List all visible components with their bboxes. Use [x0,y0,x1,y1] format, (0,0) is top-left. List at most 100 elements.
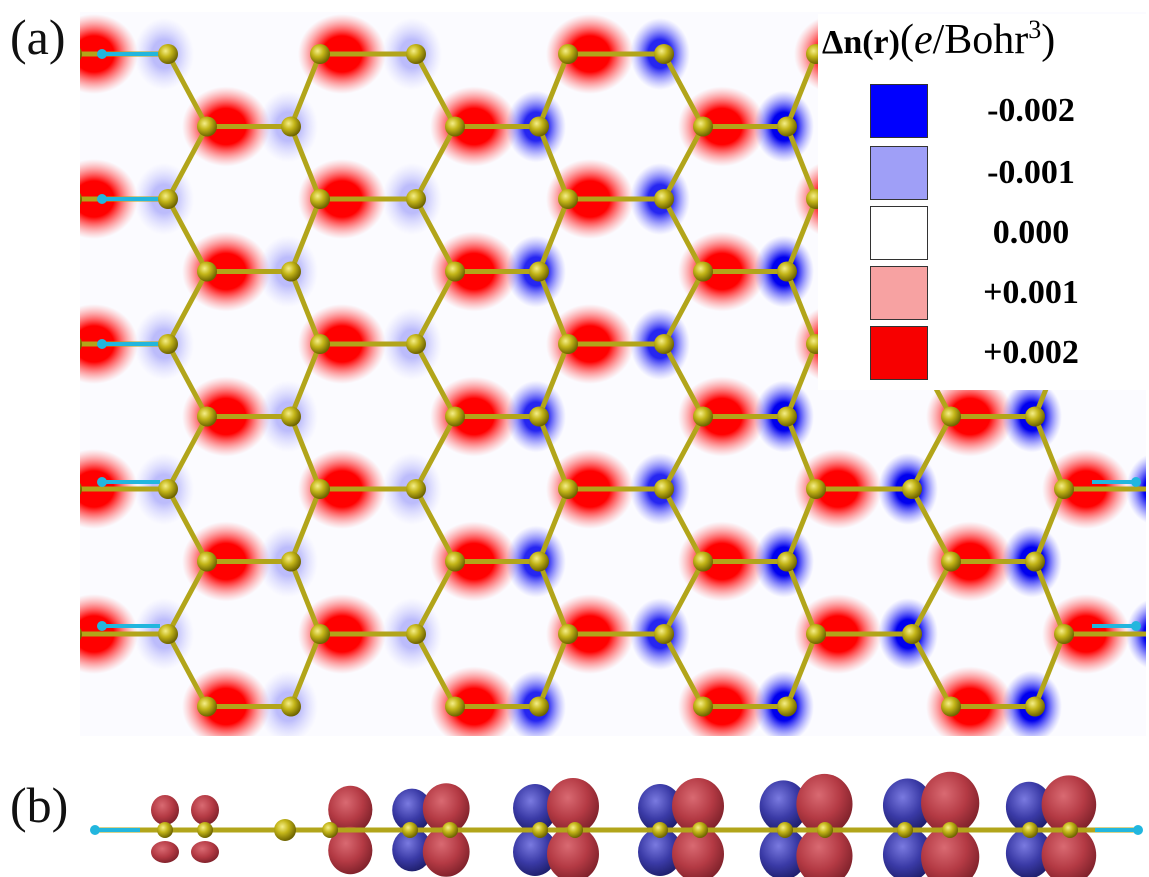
carbon-bond [165,124,210,202]
carbon-atom [1054,479,1074,499]
isosurface-positive-lobe [151,795,179,825]
color-legend: Δn(r)(e/Bohr3) -0.002 -0.001 0.000 +0.00… [818,14,1146,390]
carbon-atom [1062,822,1078,838]
hydrogen-atom [97,477,107,487]
carbon-bond [784,559,819,637]
isosurface-negative-lobe [882,827,933,877]
carbon-atom [777,116,797,137]
carbon-bond [661,51,706,129]
carbon-atom [806,624,826,644]
carbon-atom [558,44,578,64]
carbon-atom [445,696,465,717]
carbon-atom [654,624,674,644]
carbon-bond [165,341,210,419]
carbon-atom [897,822,913,838]
isosurface-negative-lobe [759,827,808,877]
isosurface-positive-lobe [1041,775,1097,835]
panel-a-atoms [33,44,1074,717]
carbon-atom [529,261,549,282]
carbon-atom [529,116,549,137]
isosurface-positive-lobe [328,785,373,834]
carbon-bond [413,486,458,564]
carbon-bond [784,486,819,564]
carbon-atom [445,261,465,282]
carbon-atom [33,552,53,572]
carbon-bond [909,486,954,564]
isosurface-positive-lobe [1041,825,1097,877]
carbon-bond [661,631,706,709]
legend-entry: -0.002 [818,84,1146,140]
carbon-atom [274,819,296,841]
carbon-atom [654,44,674,64]
carbon-atom [406,44,426,64]
carbon-atom [158,624,178,644]
carbon-bond [784,414,819,492]
carbon-atom [158,189,178,209]
positive-density-blob [0,377,22,457]
carbon-bond [413,51,458,129]
isosurface-positive-lobe [547,826,599,877]
hydrogen-atom [1131,477,1141,487]
negative-density-blob [10,671,70,743]
isosurface-negative-lobe [759,780,808,833]
legend-swatch [870,266,928,320]
carbon-bond [43,272,72,345]
carbon-atom [1022,822,1038,838]
carbon-bond [288,269,323,347]
carbon-atom [310,334,330,354]
panel-b-label: (b) [10,777,69,833]
carbon-atom [558,479,578,499]
carbon-atom [197,261,217,282]
carbon-atom [33,117,53,137]
carbon-bond [413,559,458,637]
carbon-atom [558,189,578,209]
carbon-bond [413,124,458,202]
carbon-bond [288,51,323,129]
carbon-atom [529,406,549,427]
hydrogen-atom [97,339,107,349]
carbon-bond [165,486,210,564]
carbon-atom [310,624,330,644]
carbon-atom [777,551,797,572]
carbon-atom [654,479,674,499]
carbon-atom [281,551,301,572]
carbon-bond [1032,414,1067,492]
carbon-bond [536,341,571,419]
carbon-atom [281,406,301,427]
carbon-bond [165,51,210,129]
positive-density-blob [926,666,1014,736]
carbon-atom [406,334,426,354]
carbon-bond [784,341,819,419]
legend-entry: +0.002 [818,326,1146,382]
carbon-bond [536,631,571,709]
carbon-bond [43,199,72,272]
legend-entry: -0.001 [818,146,1146,202]
carbon-atom [693,261,713,282]
carbon-atom [281,261,301,282]
carbon-atom [529,551,549,572]
carbon-atom [406,624,426,644]
carbon-bond [661,341,706,419]
hydrogen-atom [97,194,107,204]
carbon-bond [413,196,458,274]
carbon-bond [165,414,210,492]
carbon-bond [909,631,954,709]
isosurface-negative-lobe [638,828,682,876]
isosurface-negative-lobe [392,828,432,872]
carbon-atom [158,334,178,354]
carbon-bond [165,631,210,709]
isosurface-negative-lobe [513,784,557,832]
carbon-bond [536,486,571,564]
hydrogen-atom [1131,621,1141,631]
carbon-atom [445,406,465,427]
legend-label: +0.002 [983,334,1079,371]
carbon-bond [43,344,72,417]
isosurface-positive-lobe [191,795,219,825]
legend-swatch [870,206,928,260]
carbon-atom [445,551,465,572]
carbon-atom [777,261,797,282]
carbon-atom [197,822,213,838]
positive-density-blob [0,232,22,312]
isosurface-positive-lobe [422,783,470,834]
carbon-atom [693,116,713,137]
